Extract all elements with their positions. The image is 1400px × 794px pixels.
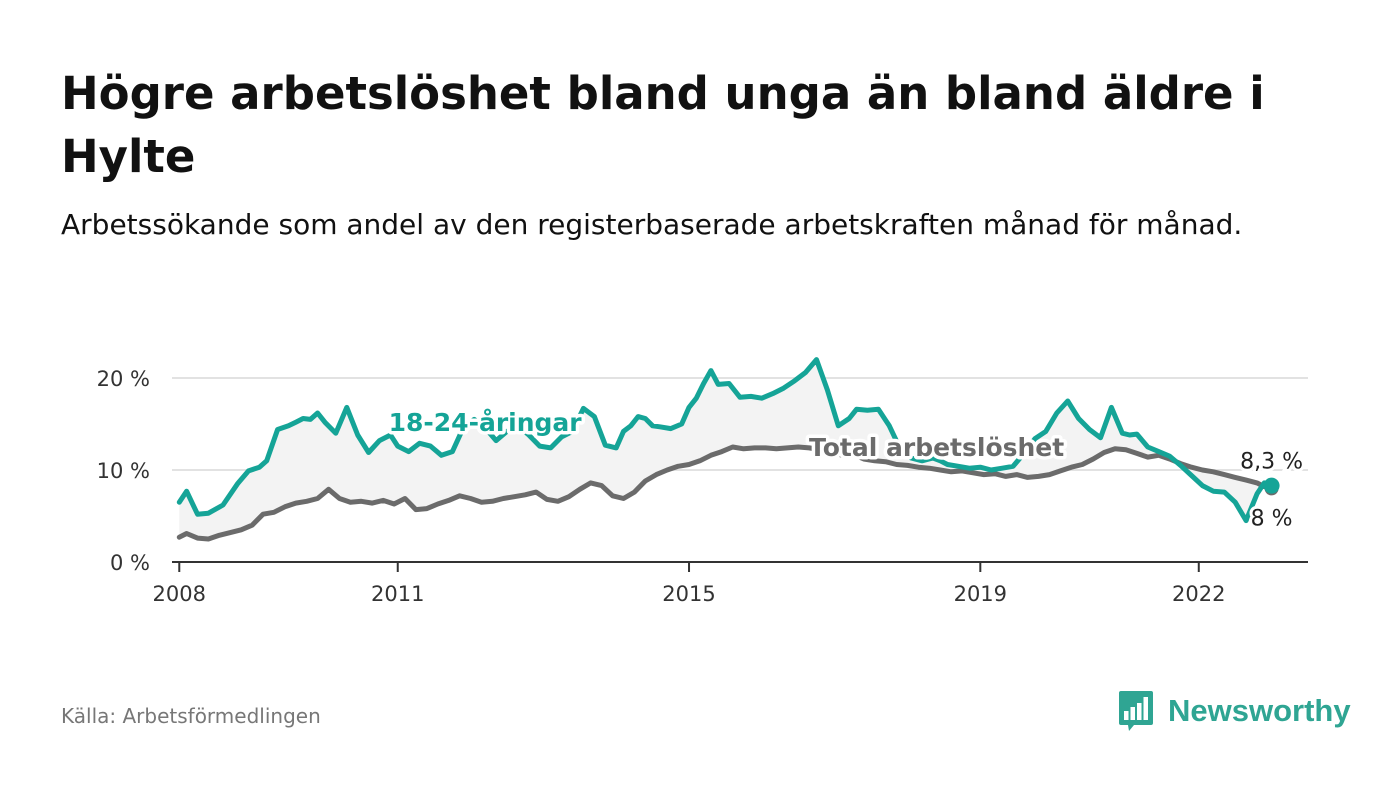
end-value-label-total: 8 %: [1251, 506, 1293, 531]
source-note: Källa: Arbetsförmedlingen: [61, 704, 321, 728]
x-tick-label: 2019: [954, 582, 1007, 606]
chart-title: Högre arbetslöshet bland unga än bland ä…: [61, 67, 1265, 183]
series-line-total: [176, 444, 1275, 542]
x-tick-label: 2022: [1172, 582, 1225, 606]
x-tick-label: 2015: [662, 582, 715, 606]
y-tick-label: 10 %: [97, 459, 150, 483]
series-label-youth: 18-24-åringar: [389, 408, 583, 437]
series-line-youth: [176, 357, 1275, 524]
end-value-label-youth: 8,3 %: [1240, 450, 1303, 475]
chart-subtitle: Arbetssökande som andel av den registerb…: [61, 208, 1243, 241]
newsworthy-logo: Newsworthy: [1118, 690, 1351, 732]
logo-text: Newsworthy: [1168, 693, 1351, 728]
end-marker-youth: [1263, 477, 1280, 494]
bar-chart-bubble-icon: [1119, 691, 1153, 731]
series-label-total: Total arbetslöshet: [809, 433, 1064, 462]
x-tick-label: 2008: [153, 582, 206, 606]
y-tick-label: 0 %: [110, 551, 150, 575]
y-tick-label: 20 %: [97, 367, 150, 391]
x-tick-label: 2011: [371, 582, 424, 606]
